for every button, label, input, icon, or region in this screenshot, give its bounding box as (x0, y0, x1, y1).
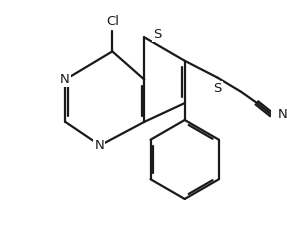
Text: S: S (214, 83, 222, 96)
Text: N: N (278, 108, 287, 121)
Text: Cl: Cl (106, 15, 119, 28)
Text: N: N (94, 139, 104, 152)
Text: N: N (59, 73, 69, 86)
Text: S: S (153, 28, 162, 41)
